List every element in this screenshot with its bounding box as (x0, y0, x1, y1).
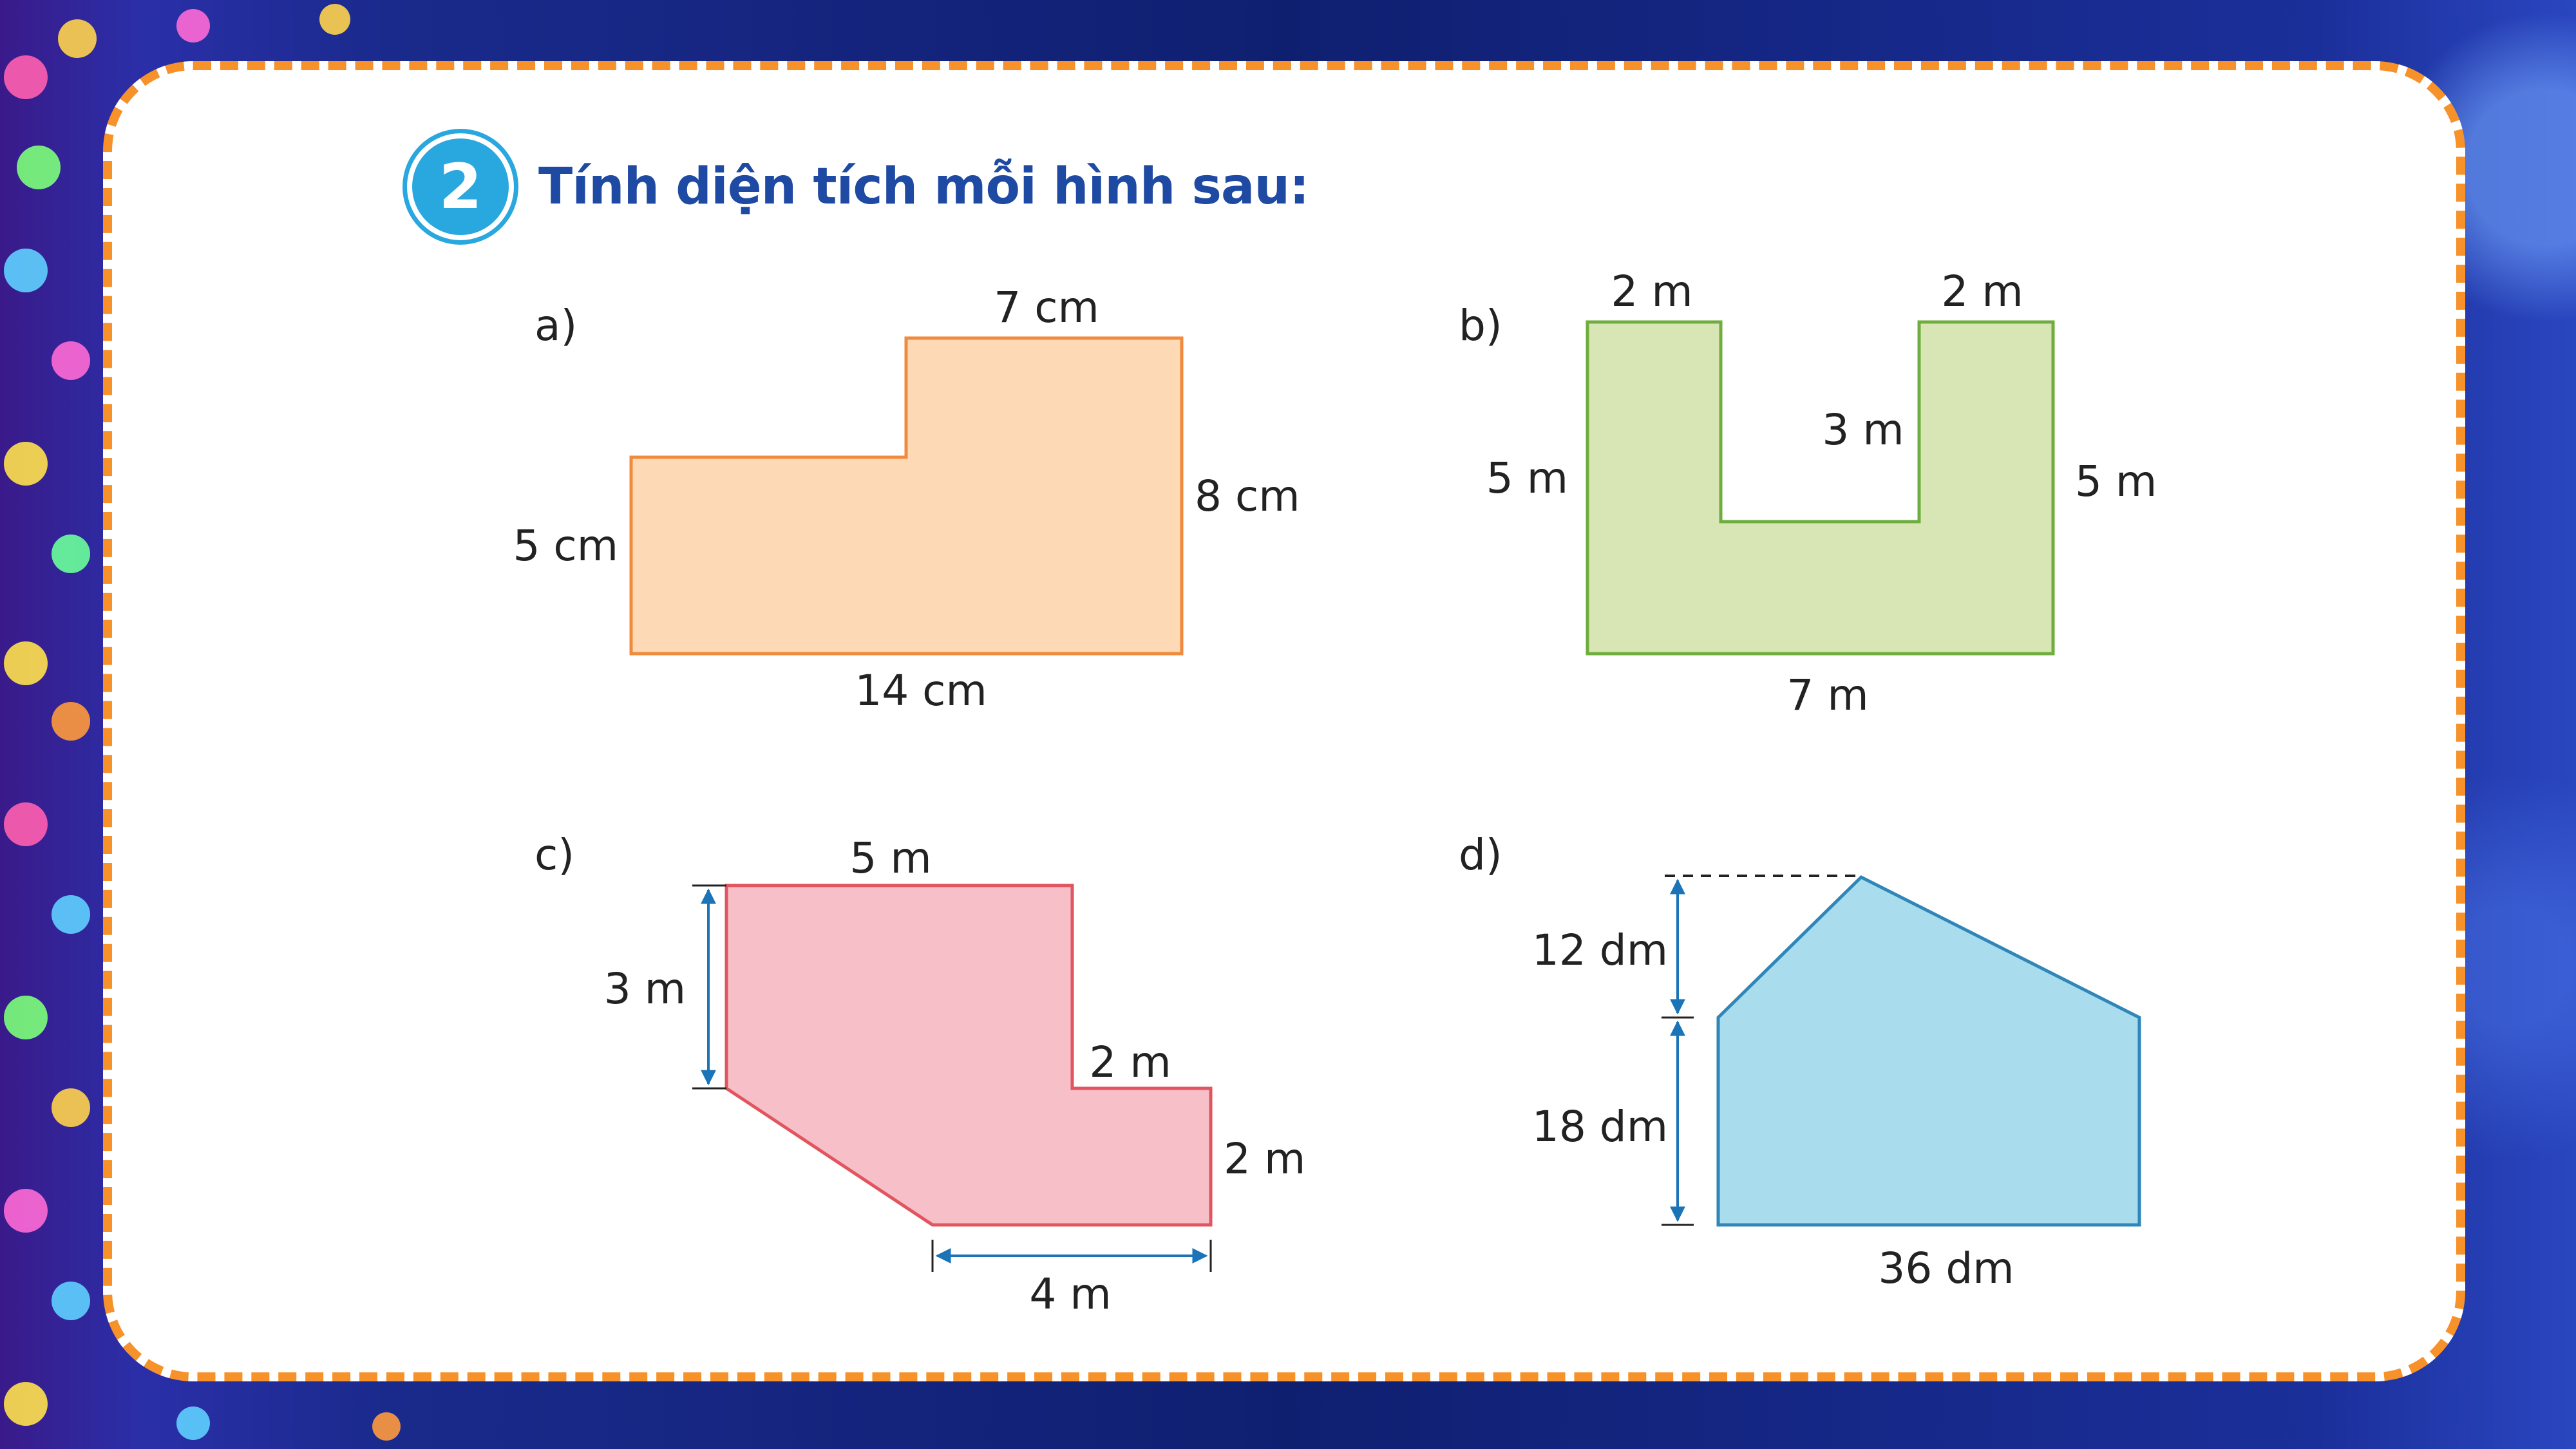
figure-d-upper-dimension: 12 dm (1532, 925, 1668, 975)
figure-a: a) 7 cm 8 cm 5 cm 14 cm (513, 283, 1300, 715)
figure-d: d) 12 dm 18 dm 36 dm (1459, 830, 2141, 1293)
figure-a-bottom-dimension: 14 cm (855, 666, 987, 715)
exercise-title: Tính diện tích mỗi hình sau: (538, 158, 1309, 216)
figure-a-label: a) (535, 301, 577, 350)
figure-c-step-right-dimension: 2 m (1224, 1134, 1305, 1184)
figure-c: c) 5 m 3 m 2 m 2 m 4 m (535, 830, 1305, 1319)
exercise-header: 2 Tính diện tích mỗi hình sau: (407, 132, 1309, 242)
figure-c-shape (724, 884, 1213, 1227)
figure-b-left-dimension: 5 m (1486, 453, 1568, 503)
figure-a-right-dimension: 8 cm (1195, 471, 1300, 521)
figure-c-step-top-dimension: 2 m (1089, 1037, 1171, 1087)
figure-a-top-dimension: 7 cm (994, 283, 1099, 332)
figure-b-label: b) (1459, 301, 1502, 350)
figure-d-lower-dimension: 18 dm (1532, 1102, 1668, 1151)
figure-c-bottom-dimension: 4 m (1029, 1269, 1111, 1319)
figure-b-shape (1586, 320, 2055, 656)
figure-c-left-dimension: 3 m (604, 964, 686, 1014)
figure-b-inner-dimension: 3 m (1822, 405, 1904, 455)
figure-d-shape (1716, 875, 2141, 1227)
exercise-number-badge: 2 (407, 133, 514, 240)
figure-b-right-dimension: 5 m (2075, 457, 2157, 506)
figure-b: b) 2 m 2 m 3 m 5 m 5 m 7 m (1459, 267, 2157, 720)
figure-c-label: c) (535, 830, 574, 880)
figure-b-top-left-dimension: 2 m (1611, 267, 1692, 316)
figure-a-left-dimension: 5 cm (513, 521, 618, 571)
figure-d-label: d) (1459, 830, 1502, 880)
figure-b-bottom-dimension: 7 m (1786, 670, 1868, 720)
figure-b-top-right-dimension: 2 m (1941, 267, 2023, 316)
figure-c-top-dimension: 5 m (849, 833, 931, 883)
figure-a-shape (629, 336, 1184, 656)
figure-d-bottom-dimension: 36 dm (1878, 1244, 2014, 1293)
